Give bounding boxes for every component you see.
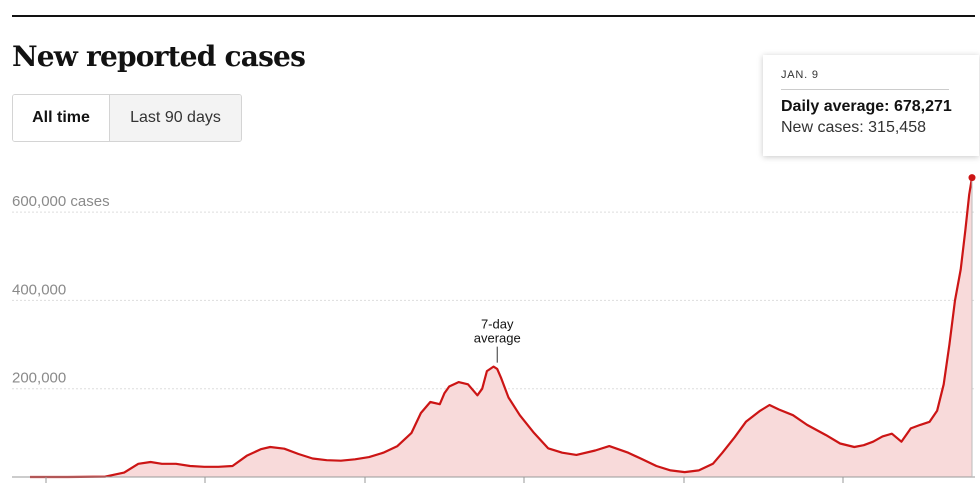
tooltip-divider bbox=[781, 89, 949, 90]
tooltip-daily-average: Daily average: 678,271 bbox=[781, 98, 961, 116]
cases-area bbox=[30, 177, 972, 477]
time-range-toggle: All time Last 90 days bbox=[12, 94, 242, 142]
tooltip-new-cases-value: 315,458 bbox=[868, 119, 926, 136]
tooltip-new-cases: New cases: 315,458 bbox=[781, 119, 961, 137]
highlight-point[interactable] bbox=[968, 174, 976, 182]
y-tick-label: 200,000 bbox=[12, 370, 66, 387]
top-rule bbox=[12, 15, 975, 17]
seven-day-average-line[interactable] bbox=[30, 177, 974, 479]
tooltip-new-cases-label: New cases: bbox=[781, 119, 864, 136]
last-90-days-button[interactable]: Last 90 days bbox=[110, 95, 241, 141]
x-axis-ticks bbox=[45, 477, 844, 483]
tooltip: JAN. 9 Daily average: 678,271 New cases:… bbox=[763, 55, 979, 156]
all-time-button[interactable]: All time bbox=[13, 95, 110, 141]
tooltip-date: JAN. 9 bbox=[781, 69, 819, 81]
tooltip-daily-average-value: 678,271 bbox=[893, 98, 952, 115]
chart-title: New reported cases bbox=[12, 40, 306, 73]
annotation-label-line2: average bbox=[474, 331, 521, 346]
y-tick-label: 400,000 bbox=[12, 281, 66, 298]
annotation-label-line1: 7-day bbox=[481, 317, 514, 332]
tooltip-daily-average-label: Daily average: bbox=[781, 98, 890, 115]
y-tick-label: 600,000 cases bbox=[12, 193, 110, 210]
gridlines: 200,000 400,000 600,000 cases bbox=[12, 193, 975, 390]
